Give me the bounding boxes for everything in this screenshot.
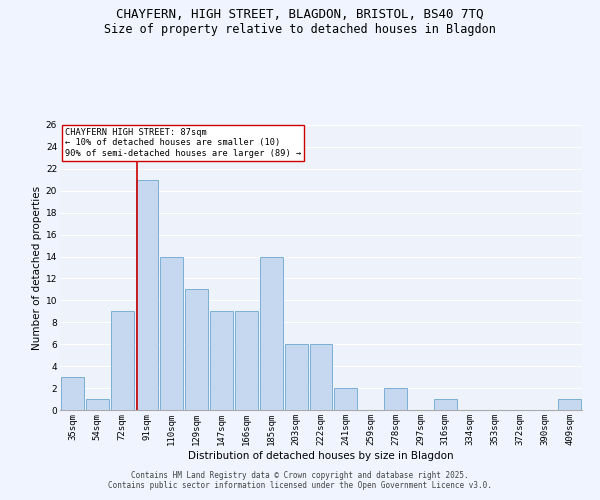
Text: Size of property relative to detached houses in Blagdon: Size of property relative to detached ho…: [104, 22, 496, 36]
Bar: [61, 377, 84, 410]
Bar: [160, 256, 183, 410]
Bar: [384, 388, 407, 410]
Text: CHAYFERN, HIGH STREET, BLAGDON, BRISTOL, BS40 7TQ: CHAYFERN, HIGH STREET, BLAGDON, BRISTOL,…: [116, 8, 484, 20]
Bar: [285, 344, 308, 410]
Bar: [86, 399, 109, 410]
Y-axis label: Number of detached properties: Number of detached properties: [32, 186, 41, 350]
Bar: [111, 312, 134, 410]
Bar: [260, 256, 283, 410]
Bar: [558, 399, 581, 410]
Text: Contains HM Land Registry data © Crown copyright and database right 2025.
Contai: Contains HM Land Registry data © Crown c…: [108, 470, 492, 490]
Bar: [235, 312, 258, 410]
Bar: [310, 344, 332, 410]
Text: CHAYFERN HIGH STREET: 87sqm
← 10% of detached houses are smaller (10)
90% of sem: CHAYFERN HIGH STREET: 87sqm ← 10% of det…: [65, 128, 301, 158]
Bar: [136, 180, 158, 410]
Bar: [434, 399, 457, 410]
Bar: [185, 290, 208, 410]
Bar: [210, 312, 233, 410]
Bar: [334, 388, 357, 410]
X-axis label: Distribution of detached houses by size in Blagdon: Distribution of detached houses by size …: [188, 450, 454, 460]
